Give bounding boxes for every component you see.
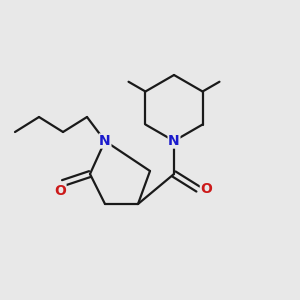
Text: N: N <box>168 134 180 148</box>
Text: N: N <box>99 134 111 148</box>
Text: O: O <box>200 182 212 196</box>
Text: O: O <box>54 184 66 198</box>
